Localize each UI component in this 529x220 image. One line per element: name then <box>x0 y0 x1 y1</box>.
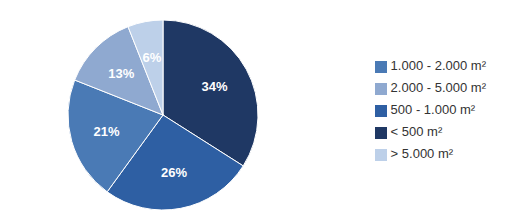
svg-text:26%: 26% <box>161 165 187 180</box>
html-text:500 - 1.000 m²: 500 - 1.000 m² <box>390 102 476 117</box>
html-text:1.000 - 2.000 m²: 1.000 - 2.000 m² <box>390 58 486 73</box>
html-text:> 5.000 m²: > 5.000 m² <box>390 146 454 161</box>
svg-text:13%: 13% <box>108 66 134 81</box>
html-text:2.000 - 5.000 m²: 2.000 - 5.000 m² <box>390 80 486 95</box>
svg-text:21%: 21% <box>93 124 119 139</box>
svg-text:34%: 34% <box>202 79 228 94</box>
svg-text:6%: 6% <box>143 50 162 65</box>
html-text:< 500 m²: < 500 m² <box>390 124 443 139</box>
